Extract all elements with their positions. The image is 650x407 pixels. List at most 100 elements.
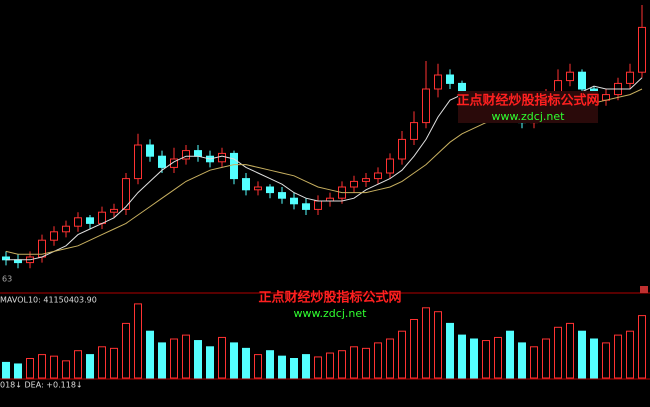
volume-bar [422,307,430,379]
candle-body [242,178,250,191]
candle-body [578,71,586,90]
volume-bar [458,334,466,379]
candle-body [434,74,442,90]
volume-bar [86,354,94,379]
volume-bar [122,322,130,379]
volume-bar [482,340,490,379]
volume-bar [350,346,358,379]
watermark-bg [458,91,598,123]
volume-bar [506,330,514,379]
watermark-url: www.zdcj.net [492,110,566,123]
volume-bar [530,346,538,379]
candle-body [278,192,286,199]
panel-icon [640,286,648,293]
volume-bar [626,330,634,379]
candle-body [266,186,274,194]
candle-body [302,203,310,210]
candle-body [362,178,370,182]
volume-bar [554,326,562,379]
volume-bar [614,334,622,379]
price-label: 63 [2,275,12,284]
volume-bar [230,342,238,379]
candle-body [218,152,226,163]
volume-bar [386,338,394,379]
candle-body [158,155,166,168]
candle-body [254,186,262,191]
macd-label: 018↓ DEA: +0.118↓ [0,381,83,390]
volume-bar [206,346,214,379]
volume-bar [62,360,70,379]
volume-bar [326,352,334,379]
volume-bar [494,336,502,379]
candle-body [626,71,634,84]
candle-body [50,231,58,241]
candle-body [62,225,70,233]
candle-body [446,74,454,84]
candle-body [194,150,202,157]
candle-body [110,208,118,213]
volume-bar [74,350,82,379]
candle-body [410,122,418,140]
volume-bar [50,355,58,379]
volume-bar [182,334,190,379]
volume-bar [14,363,22,379]
candle-body [86,217,94,224]
volume-bar [542,338,550,379]
volume-bar [254,354,262,379]
candle-body [74,217,82,227]
volume-bar [446,322,454,379]
candle-body [146,144,154,157]
candle-body [566,71,574,82]
volume-bar [338,350,346,379]
candle-body [386,158,394,174]
mavol-label: MAVOL10: 41150403.90 [0,296,97,305]
candle-body [170,158,178,168]
candle-body [182,150,190,160]
watermark-text: 正点财经炒股指标公式网 [456,93,599,109]
volume-bar [566,322,574,379]
volume-bar [398,330,406,379]
volume-bar [194,340,202,379]
candle-body [122,178,130,210]
candle-body [350,180,358,188]
watermark-text: 正点财经炒股指标公式网 [258,290,401,306]
watermark-url: www.zdcj.net [294,307,368,320]
candle-body [290,197,298,205]
candle-body [314,200,322,210]
candle-body [398,138,406,160]
volume-bar [470,338,478,379]
volume-bar [110,347,118,379]
volume-bar [170,338,178,379]
volume-bar [98,346,106,379]
volume-bar [2,361,10,379]
volume-bar [290,358,298,379]
volume-bar [362,347,370,379]
volume-bar [590,338,598,379]
volume-bar [374,342,382,379]
volume-bar [218,336,226,379]
volume-bar [410,319,418,379]
candle-body [374,172,382,180]
volume-bar [638,315,646,379]
volume-bar [278,355,286,379]
volume-bar [26,358,34,379]
volume-bar [242,347,250,379]
volume-bar [302,354,310,379]
volume-bar [158,342,166,379]
volume-bar [602,342,610,379]
volume-bar [134,303,142,379]
volume-bar [578,330,586,379]
volume-bar [38,354,46,379]
candle-body [134,144,142,180]
candle-body [638,26,646,73]
volume-bar [434,311,442,379]
volume-bar [518,342,526,379]
volume-bar [266,350,274,379]
volume-bar [146,330,154,379]
candle-body [422,88,430,124]
candle-body [230,152,238,180]
volume-bar [314,356,322,379]
